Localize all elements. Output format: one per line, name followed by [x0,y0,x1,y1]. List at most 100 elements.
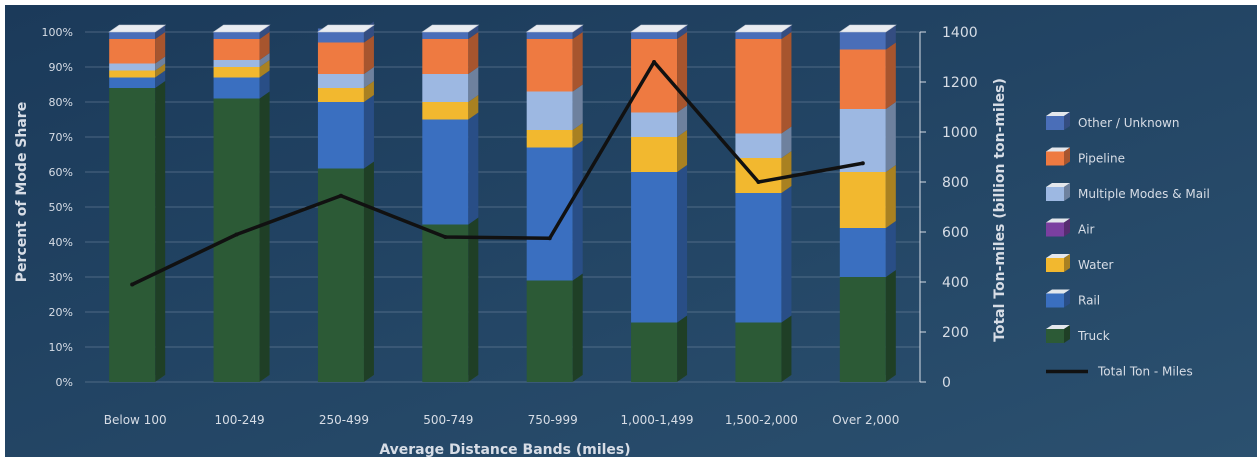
legend-label: Water [1078,258,1114,272]
legend-swatch [1046,151,1064,166]
bar-segment-side [259,91,270,382]
bar-segment-side [781,315,792,382]
legend-swatch-top [1046,218,1070,223]
legend-swatch-top [1046,325,1070,329]
bar-segment-side [885,165,896,228]
y-tick-label: 70% [49,131,73,144]
total-ton-miles-point [443,235,448,239]
y-tick-label: 0% [56,376,73,389]
x-tick-label: 1,500-2,000 [725,413,798,427]
legend-swatch-side [1064,289,1070,308]
x-tick-label: 100-249 [214,413,264,427]
x-tick-label: 250-499 [319,413,369,427]
legend-swatch [1046,329,1064,343]
bar-top-cap [734,24,793,33]
legend-label: Total Ton - Miles [1097,365,1193,379]
bar-segment-other-unknown [839,32,886,50]
bar-top-cap [630,24,689,33]
x-tick-label: 750-999 [528,413,578,427]
legend-swatch-side [1064,218,1070,237]
total-ton-miles-point [130,282,135,287]
bar-segment-side [259,25,270,39]
y2-tick-label: 800 [942,175,969,191]
y-tick-label: 20% [49,306,73,319]
y2-tick-label: 400 [942,275,969,291]
bar-segment-side [259,32,270,60]
legend-label: Air [1078,223,1095,237]
legend-swatch-side [1064,183,1070,201]
y-tick-label: 60% [49,166,73,179]
y-tick-label: 90% [49,61,73,74]
legend-swatch-side [1064,254,1070,272]
bar-segment-rail [213,77,260,99]
bar-segment-side [155,81,166,382]
legend-swatch [1046,258,1064,272]
bar-segment-side [155,70,166,88]
bar-segment-truck [109,88,156,382]
bar-segment-side [677,130,688,172]
bar-segment-pipeline [839,49,886,109]
bar-segment-side [155,32,166,64]
legend-swatch [1046,187,1064,201]
bar-segment-side [572,140,583,281]
bar-segment-side [572,273,583,382]
bar-segment-truck [422,224,469,382]
legend-swatch-top [1046,183,1070,187]
legend-swatch-top [1046,147,1070,152]
bar-segment-side [885,42,896,109]
y-tick-label: 100% [42,26,73,39]
bar-segment-side [885,25,896,50]
bar-segment-pipeline [422,39,469,74]
bar-segment-side [572,25,583,39]
bar-segment-other-unknown [526,32,573,39]
bar-top-cap [838,24,897,33]
bar-segment-pipeline [631,39,678,113]
total-ton-miles-point [234,232,239,237]
line-series [130,60,865,287]
bar-segment-side [677,165,688,323]
bar-segment-side [677,315,688,382]
legend-swatch-side [1064,325,1070,343]
bar-top-cap [421,24,480,33]
y2-axis-label: Total Ton-miles (billion ton-miles) [992,78,1008,342]
legend-swatch-top [1046,254,1070,258]
bar-segment-water [839,172,886,228]
bar-segment-pipeline [109,39,156,64]
bar-segment-side [259,60,270,78]
bar-segment-side [468,67,479,102]
bar-segment-multiple-modes-mail [735,133,782,158]
legend-label: Truck [1077,329,1110,343]
bar-segment-other-unknown [213,32,260,39]
total-ton-miles-point [338,193,343,198]
bar-segment-side [885,221,896,277]
bar-segment-water [317,88,364,102]
bar-segment-side [259,70,270,99]
bar-segment-side [363,95,374,169]
bar-segment-multiple-modes-mail [422,74,469,102]
x-tick-label: Over 2,000 [832,413,899,427]
bar-segment-other-unknown [109,32,156,39]
legend-swatch-side [1064,112,1070,130]
bar-top-cap [108,24,167,33]
bar-segment-truck [213,98,260,382]
bar-segment-side [885,102,896,172]
bar-segment-pipeline [317,42,364,74]
legend-label: Other / Unknown [1078,116,1179,130]
total-ton-miles-point [860,161,865,166]
total-ton-miles-point [547,236,552,241]
bar-segment-truck [526,280,573,382]
bar-segment-side [781,25,792,39]
y2-tick-label: 1400 [942,25,978,41]
legend-label: Multiple Modes & Mail [1078,187,1210,201]
bar-segment-side [155,63,166,78]
bar-segment-side [572,123,583,148]
bar-segment-side [572,32,583,92]
bar-segment-truck [317,168,364,382]
legend-swatch-top [1046,289,1070,294]
bar-segment-multiple-modes-mail [526,91,573,130]
bar-segment-side [572,84,583,130]
y-tick-label: 10% [49,341,73,354]
legend-swatch-top [1046,112,1070,116]
y2-tick-label: 600 [942,225,969,241]
